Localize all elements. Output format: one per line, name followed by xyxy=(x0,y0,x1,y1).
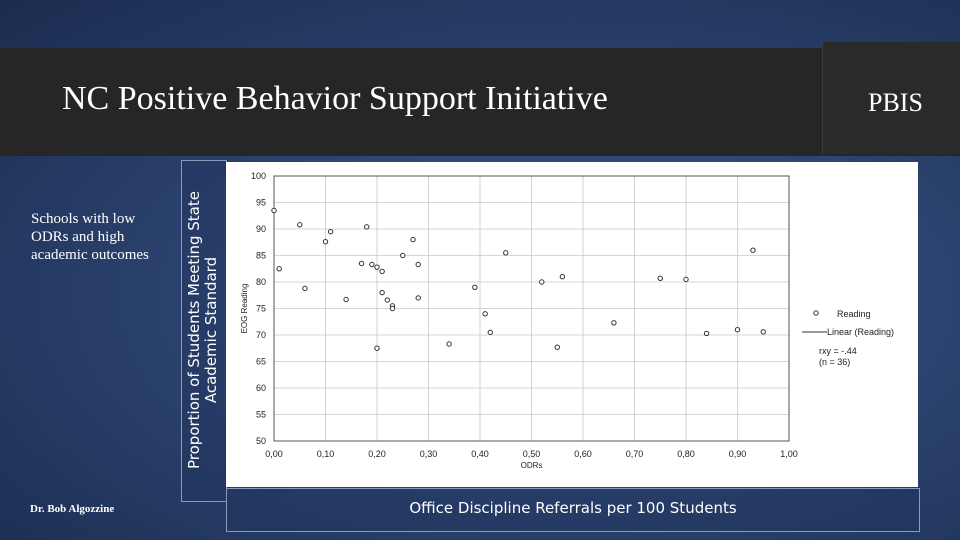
data-point xyxy=(415,261,421,268)
x-tick-label: 1,00 xyxy=(780,449,798,459)
outer-xlabel-box: Office Discipline Referrals per 100 Stud… xyxy=(226,488,920,532)
data-point xyxy=(276,266,282,272)
y-tick-label: 60 xyxy=(256,383,266,393)
x-tick-label: 0,50 xyxy=(523,449,541,459)
page-title: NC Positive Behavior Support Initiative xyxy=(62,80,608,117)
data-point xyxy=(611,320,617,326)
outer-ylabel: Proportion of Students Meeting State Aca… xyxy=(185,191,220,469)
plot-frame xyxy=(273,175,790,442)
y-tick-label: 50 xyxy=(256,436,266,446)
x-tick-label: 0,80 xyxy=(677,449,695,459)
data-point xyxy=(379,289,385,296)
x-tick-label: 0,70 xyxy=(626,449,644,459)
y-tick-label: 75 xyxy=(256,304,266,314)
data-point xyxy=(503,250,509,256)
data-point xyxy=(683,276,689,283)
data-point xyxy=(327,228,334,235)
scatter-chart: 0,00 0,10 0,20 0,30 0,40 0,50 0,60 0,70 0,80 0,90… xyxy=(240,171,894,470)
x-tick-label: 0,00 xyxy=(265,449,283,459)
data-point xyxy=(472,284,478,291)
data-point xyxy=(446,341,452,347)
legend-entry-linear: Linear (Reading) xyxy=(827,327,894,337)
data-point xyxy=(539,279,545,285)
x-tick-label: 0,30 xyxy=(420,449,438,459)
y-tick-label: 95 xyxy=(256,198,266,208)
data-point xyxy=(343,296,349,303)
chart-panel: 0,00 0,10 0,20 0,30 0,40 0,50 0,60 0,70 0,80 0,90… xyxy=(226,162,918,487)
data-point xyxy=(657,275,663,281)
brand-box xyxy=(822,42,960,154)
data-point xyxy=(410,236,416,243)
y-tick-label: 90 xyxy=(256,224,266,234)
y-axis-label: EOG Reading xyxy=(240,284,249,334)
data-point xyxy=(400,252,406,259)
data-point xyxy=(302,285,308,292)
data-point xyxy=(703,330,710,337)
author-credit: Dr. Bob Algozzine xyxy=(30,503,115,515)
legend-marker-reading xyxy=(813,310,819,316)
y-tick-label: 100 xyxy=(251,171,266,181)
data-point xyxy=(271,207,277,214)
x-tick-label: 0,10 xyxy=(317,449,335,459)
side-note: Schools with low ODRs and high academic … xyxy=(31,211,149,263)
data-point xyxy=(322,239,329,245)
data-point xyxy=(297,222,303,228)
data-point xyxy=(379,268,385,275)
data-point xyxy=(750,247,756,253)
data-point xyxy=(482,311,488,317)
data-point xyxy=(374,345,380,351)
x-tick-label: 0,90 xyxy=(729,449,747,459)
legend-entry-reading: Reading xyxy=(837,309,871,319)
outer-xlabel: Office Discipline Referrals per 100 Stud… xyxy=(409,499,737,517)
y-tick-label: 55 xyxy=(256,410,266,420)
annotation-sample-size: (n = 36) xyxy=(819,357,850,367)
data-point xyxy=(760,329,766,335)
data-point xyxy=(554,344,560,350)
y-tick-label: 70 xyxy=(256,330,266,340)
data-point xyxy=(374,264,380,270)
x-axis-label: ODRs xyxy=(521,461,543,470)
data-point xyxy=(487,329,493,336)
data-point xyxy=(364,224,370,230)
data-point xyxy=(415,295,421,301)
y-tick-label: 80 xyxy=(256,277,266,287)
data-point xyxy=(358,260,365,267)
y-tick-label: 65 xyxy=(256,357,266,367)
data-point xyxy=(559,274,566,280)
x-tick-label: 0,20 xyxy=(368,449,386,459)
data-point xyxy=(384,297,391,303)
data-point xyxy=(369,261,375,268)
x-tick-label: 0,40 xyxy=(471,449,489,459)
annotation-correlation: rxy = -.44 xyxy=(819,346,857,356)
header-band xyxy=(0,48,960,156)
data-point xyxy=(389,305,396,312)
brand-label: PBIS xyxy=(868,88,923,117)
x-tick-label: 0,60 xyxy=(574,449,592,459)
data-point xyxy=(734,327,741,333)
y-tick-label: 85 xyxy=(256,251,266,261)
